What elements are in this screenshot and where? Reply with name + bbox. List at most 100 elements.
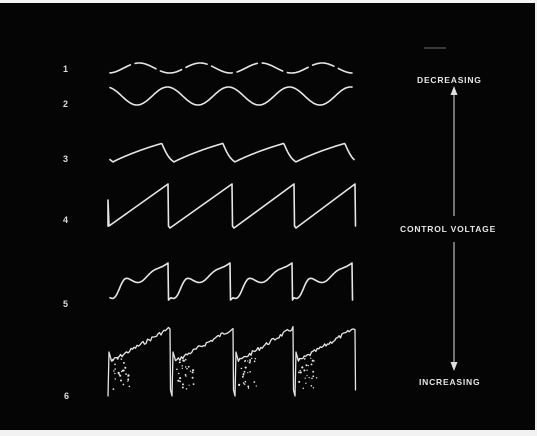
noise-dot <box>192 383 195 386</box>
waveform-1 <box>109 62 353 74</box>
noise-dot <box>315 377 318 379</box>
noise-dot <box>191 376 194 379</box>
noise-dot <box>312 370 315 373</box>
noise-dot <box>247 372 249 374</box>
noise-dot <box>243 370 246 373</box>
noise-dot <box>241 375 244 378</box>
noise-dot <box>311 377 313 380</box>
row-label-5: 5 <box>63 299 69 309</box>
noise-dot <box>122 383 125 386</box>
noise-dot <box>312 387 315 389</box>
noise-dot <box>116 357 119 360</box>
noise-dot <box>120 358 123 360</box>
noise-dot <box>310 384 313 387</box>
noise-dot <box>247 387 250 389</box>
noise-dot <box>313 360 315 362</box>
noise-dot <box>184 373 187 376</box>
noise-dot <box>192 369 195 372</box>
noise-dot <box>249 359 252 361</box>
noise-dot <box>182 383 184 386</box>
waveform-3 <box>109 142 355 163</box>
noise-dot <box>299 371 302 374</box>
noise-dot <box>177 379 180 382</box>
noise-dot <box>238 383 241 386</box>
noise-dot <box>303 358 306 360</box>
noise-dot <box>312 375 315 378</box>
noise-dot <box>243 383 246 385</box>
noise-dot <box>127 380 129 382</box>
noise-dot <box>114 372 116 375</box>
noise-dot <box>302 387 305 390</box>
row-label-4: 4 <box>63 215 69 225</box>
noise-dot <box>305 382 307 384</box>
control-voltage-label: CONTROL VOLTAGE <box>400 224 497 234</box>
noise-dot <box>244 380 247 383</box>
noise-dot <box>182 358 184 360</box>
frame-edge-top <box>0 0 537 3</box>
noise-dot <box>114 378 117 380</box>
noise-dot <box>113 370 115 372</box>
noise-dot <box>247 360 249 362</box>
noise-dot <box>307 365 309 367</box>
noise-dot <box>310 363 313 366</box>
noise-dot <box>184 358 187 361</box>
noise-dot <box>249 370 251 373</box>
noise-dot <box>189 370 192 372</box>
noise-dot <box>186 367 188 370</box>
noise-dot <box>127 378 130 381</box>
waveform-5 <box>109 262 354 301</box>
noise-dot <box>305 364 308 367</box>
noise-dot <box>303 369 306 372</box>
noise-dot <box>112 388 115 390</box>
noise-dot <box>181 367 183 369</box>
noise-dot <box>187 365 190 368</box>
noise-dot <box>111 358 114 361</box>
noise-dot <box>128 385 131 388</box>
noise-dot <box>301 366 304 369</box>
noise-dot <box>178 372 180 375</box>
row-label-3: 3 <box>63 154 69 164</box>
noise-dot <box>178 361 181 364</box>
noise-dot <box>306 374 308 377</box>
noise-dot <box>181 365 183 367</box>
noise-dot <box>185 388 188 390</box>
noise-dot <box>124 366 127 369</box>
waveform-6 <box>107 325 357 397</box>
noise-dot <box>244 360 246 363</box>
frame-edge-right <box>535 0 537 436</box>
decreasing-label: DECREASING <box>417 75 482 85</box>
noise-dot <box>120 379 122 382</box>
noise-dot <box>248 361 251 364</box>
noise-dot <box>298 380 301 383</box>
noise-dot <box>242 382 245 384</box>
noise-dot <box>240 367 243 370</box>
noise-dot <box>310 357 312 359</box>
noise-dot <box>247 385 250 388</box>
noise-dot <box>120 370 123 373</box>
noise-dot <box>299 369 301 372</box>
noise-dot <box>181 386 184 389</box>
row-label-2: 2 <box>63 99 69 109</box>
noise-dot <box>118 373 120 376</box>
arrow-up-head-icon <box>450 86 458 95</box>
increasing-label: INCREASING <box>419 377 481 387</box>
row-label-6: 6 <box>64 391 70 401</box>
noise-dot <box>119 374 122 377</box>
noise-dot <box>188 384 190 386</box>
noise-dot <box>253 381 256 383</box>
noise-dot <box>176 368 178 371</box>
noise-dot <box>311 359 314 362</box>
noise-dot <box>117 371 120 374</box>
noise-dot <box>191 371 194 374</box>
arrow-down-head-icon <box>450 362 458 371</box>
noise-dot <box>114 363 116 366</box>
noise-dot <box>182 359 185 362</box>
noise-dot <box>255 385 257 387</box>
noise-dot <box>308 376 310 379</box>
row-label-1: 1 <box>63 64 69 74</box>
frame-edge-bottom <box>0 430 537 436</box>
noise-dot <box>306 369 308 371</box>
noise-dot <box>125 373 127 375</box>
